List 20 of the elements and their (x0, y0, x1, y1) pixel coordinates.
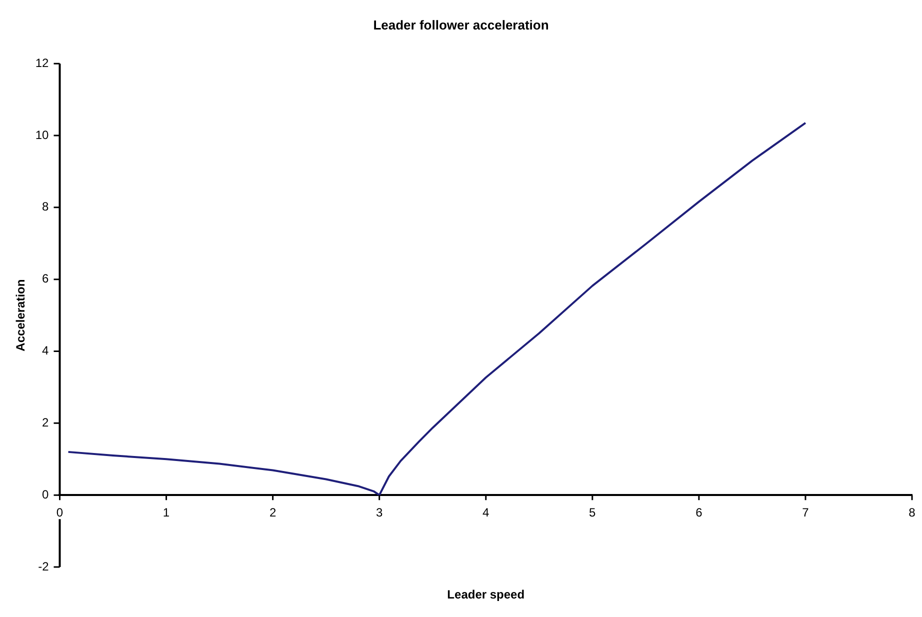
chart-title: Leader follower acceleration (373, 17, 549, 32)
y-tick-label: -2 (38, 559, 50, 574)
y-tick-label: 4 (42, 344, 50, 358)
x-axis-title: Leader speed (447, 587, 525, 602)
x-tick-label: 4 (482, 506, 490, 520)
x-tick-label: 7 (802, 506, 810, 520)
x-tick-label: 5 (589, 506, 596, 520)
y-axis-title: Acceleration (14, 279, 28, 352)
x-tick-label: 1 (162, 506, 170, 520)
x-tick-label: 8 (908, 506, 916, 520)
x-tick-label: 6 (696, 506, 703, 520)
y-tick-label: 6 (42, 272, 50, 286)
y-tick-label: 2 (42, 415, 50, 430)
x-tick-label: 0 (56, 506, 64, 520)
y-tick-label: 10 (35, 128, 50, 142)
y-tick-label: 8 (42, 200, 50, 214)
y-tick-label: 0 (42, 487, 50, 502)
x-tick-label: 3 (376, 506, 383, 520)
x-tick-label: 2 (269, 506, 276, 520)
y-tick-label: 12 (35, 56, 50, 70)
